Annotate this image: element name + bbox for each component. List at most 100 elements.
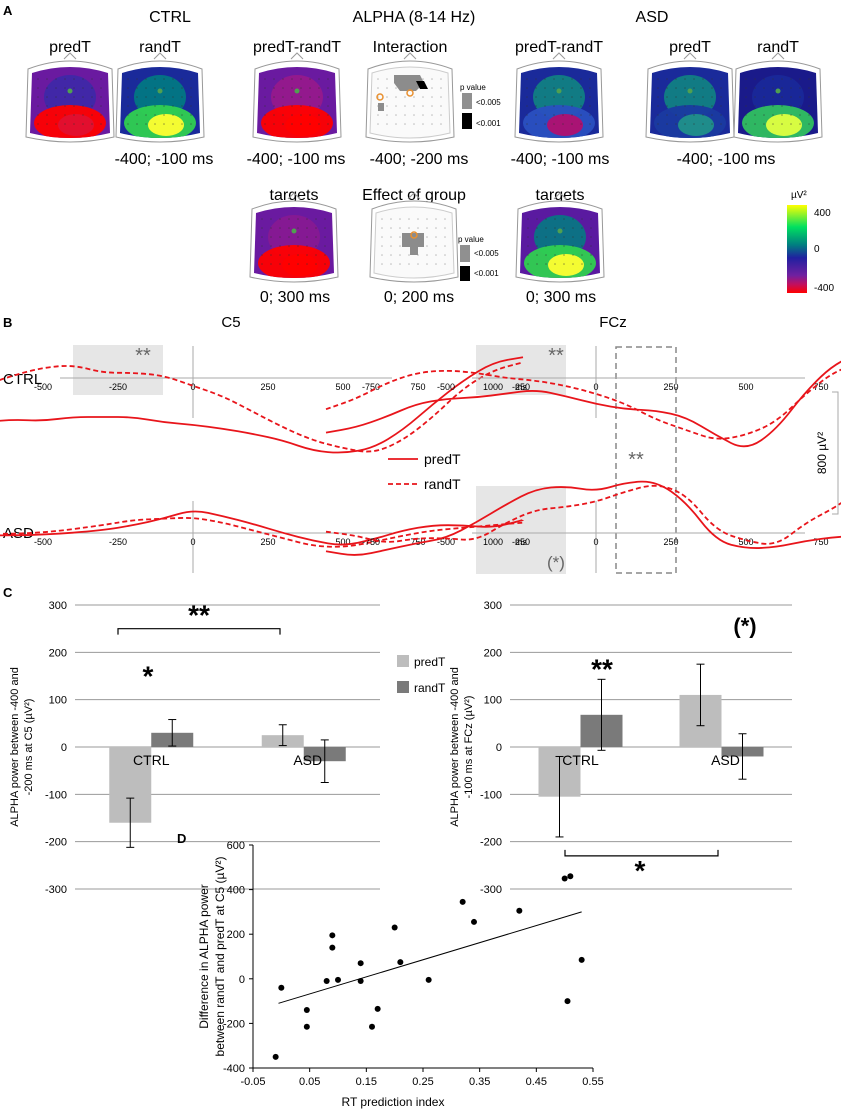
topomap: randT xyxy=(733,39,823,143)
electrode-dot xyxy=(745,114,747,116)
electrode-dot xyxy=(381,254,383,256)
electrode-dot xyxy=(381,227,383,229)
electrode-dot xyxy=(82,96,84,98)
electrode-dot xyxy=(404,123,406,125)
electrode-dot xyxy=(536,245,538,247)
electrode-dot xyxy=(279,245,281,247)
electrode-dot xyxy=(127,78,129,80)
electrode-dot xyxy=(413,105,415,107)
electrode-dot xyxy=(163,123,165,125)
x-tick-label: -250 xyxy=(512,382,530,392)
electrode-dot xyxy=(544,105,546,107)
data-point xyxy=(329,944,336,951)
electrode-dot xyxy=(404,114,406,116)
electrode-dot xyxy=(808,123,810,125)
electrode-dot xyxy=(154,105,156,107)
y-tick-label: 0 xyxy=(239,974,245,986)
electrode-dot xyxy=(554,263,556,265)
electrode-dot xyxy=(711,114,713,116)
sig-fcz-ctrl: ** xyxy=(548,345,564,367)
bar-legend-predT-swatch xyxy=(397,655,409,667)
electrode-dot xyxy=(666,123,668,125)
electrode-dot xyxy=(408,263,410,265)
electrode-dot xyxy=(327,114,329,116)
electrode-dot xyxy=(754,123,756,125)
electrode-dot xyxy=(264,96,266,98)
electrode-dot xyxy=(435,236,437,238)
y-tick-label: -400 xyxy=(223,1063,245,1075)
electrode-dot xyxy=(282,123,284,125)
electrode-dot xyxy=(580,123,582,125)
scatter-chart: 600 400 200 0 -200 -400-0.05 0.05 0.15 0.25 0.35 0… xyxy=(197,840,604,1109)
data-point xyxy=(578,956,585,963)
data-point xyxy=(374,1005,381,1012)
electrode-dot xyxy=(37,96,39,98)
electrode-dot xyxy=(288,236,290,238)
electrode-dot xyxy=(190,123,192,125)
x-tick-label: 250 xyxy=(260,537,275,547)
x-tick-label: 0.45 xyxy=(526,1076,547,1088)
electrode-dot xyxy=(172,123,174,125)
electrode-dot xyxy=(282,114,284,116)
electrode-dot xyxy=(580,87,582,89)
electrode-dot xyxy=(306,218,308,220)
electrode-dot xyxy=(571,78,573,80)
electrode-dot xyxy=(535,78,537,80)
electrode-dot xyxy=(37,123,39,125)
electrode-dot xyxy=(318,78,320,80)
electrode-dot xyxy=(589,114,591,116)
electrode-dot xyxy=(399,263,401,265)
electrode-dot xyxy=(799,96,801,98)
x-tick-label: -0.05 xyxy=(240,1076,265,1088)
electrode-dot xyxy=(82,87,84,89)
electrode-dot xyxy=(684,96,686,98)
electrode-dot xyxy=(444,218,446,220)
electrode-dot xyxy=(590,236,592,238)
electrode-dot xyxy=(127,87,129,89)
electrode-dot xyxy=(772,87,774,89)
electrode-dot xyxy=(526,114,528,116)
electrode-dot xyxy=(581,218,583,220)
electrode-dot xyxy=(790,114,792,116)
topomap: predT xyxy=(25,39,115,143)
electrode-dot xyxy=(580,114,582,116)
electrode-dot xyxy=(527,263,529,265)
pvalue-legend-interaction: p value <0.005 <0.001 xyxy=(460,83,501,129)
electrode-dot xyxy=(55,78,57,80)
electrode-dot xyxy=(545,218,547,220)
electrode-dot xyxy=(562,114,564,116)
electrode-dot xyxy=(435,245,437,247)
electrode-dot xyxy=(64,87,66,89)
electrode-dot xyxy=(64,105,66,107)
electrode-dot xyxy=(279,254,281,256)
electrode-dot xyxy=(417,263,419,265)
electrode-dot xyxy=(553,87,555,89)
electrode-dot xyxy=(693,78,695,80)
x-tick-label: 1000 xyxy=(483,382,503,392)
electrode-dot xyxy=(422,105,424,107)
electrode-dot xyxy=(82,78,84,80)
topomap: predT-randT xyxy=(252,39,342,143)
electrode-dot xyxy=(264,78,266,80)
electrode-dot xyxy=(666,105,668,107)
field-peak xyxy=(678,114,714,136)
electrode-dot xyxy=(526,105,528,107)
electrode-dot xyxy=(581,227,583,229)
electrode-dot xyxy=(136,78,138,80)
electrode-dot xyxy=(711,78,713,80)
data-point xyxy=(357,960,364,967)
x-tick-label: 500 xyxy=(738,382,753,392)
electrode-dot xyxy=(772,114,774,116)
y-axis-label: ALPHA power between -400 and xyxy=(449,667,461,827)
nose-outline xyxy=(407,192,421,200)
electrode-dot xyxy=(440,105,442,107)
electrode-dot xyxy=(666,114,668,116)
electrode-dot xyxy=(300,96,302,98)
data-point xyxy=(397,959,404,966)
diff-asd-window: -400; -100 ms xyxy=(511,151,610,168)
x-tick-label: 0 xyxy=(593,537,598,547)
electrode-dot xyxy=(431,96,433,98)
x-tick-label: 1000 xyxy=(483,537,503,547)
x-unit-label: ms xyxy=(515,537,527,547)
electrode-dot xyxy=(55,105,57,107)
